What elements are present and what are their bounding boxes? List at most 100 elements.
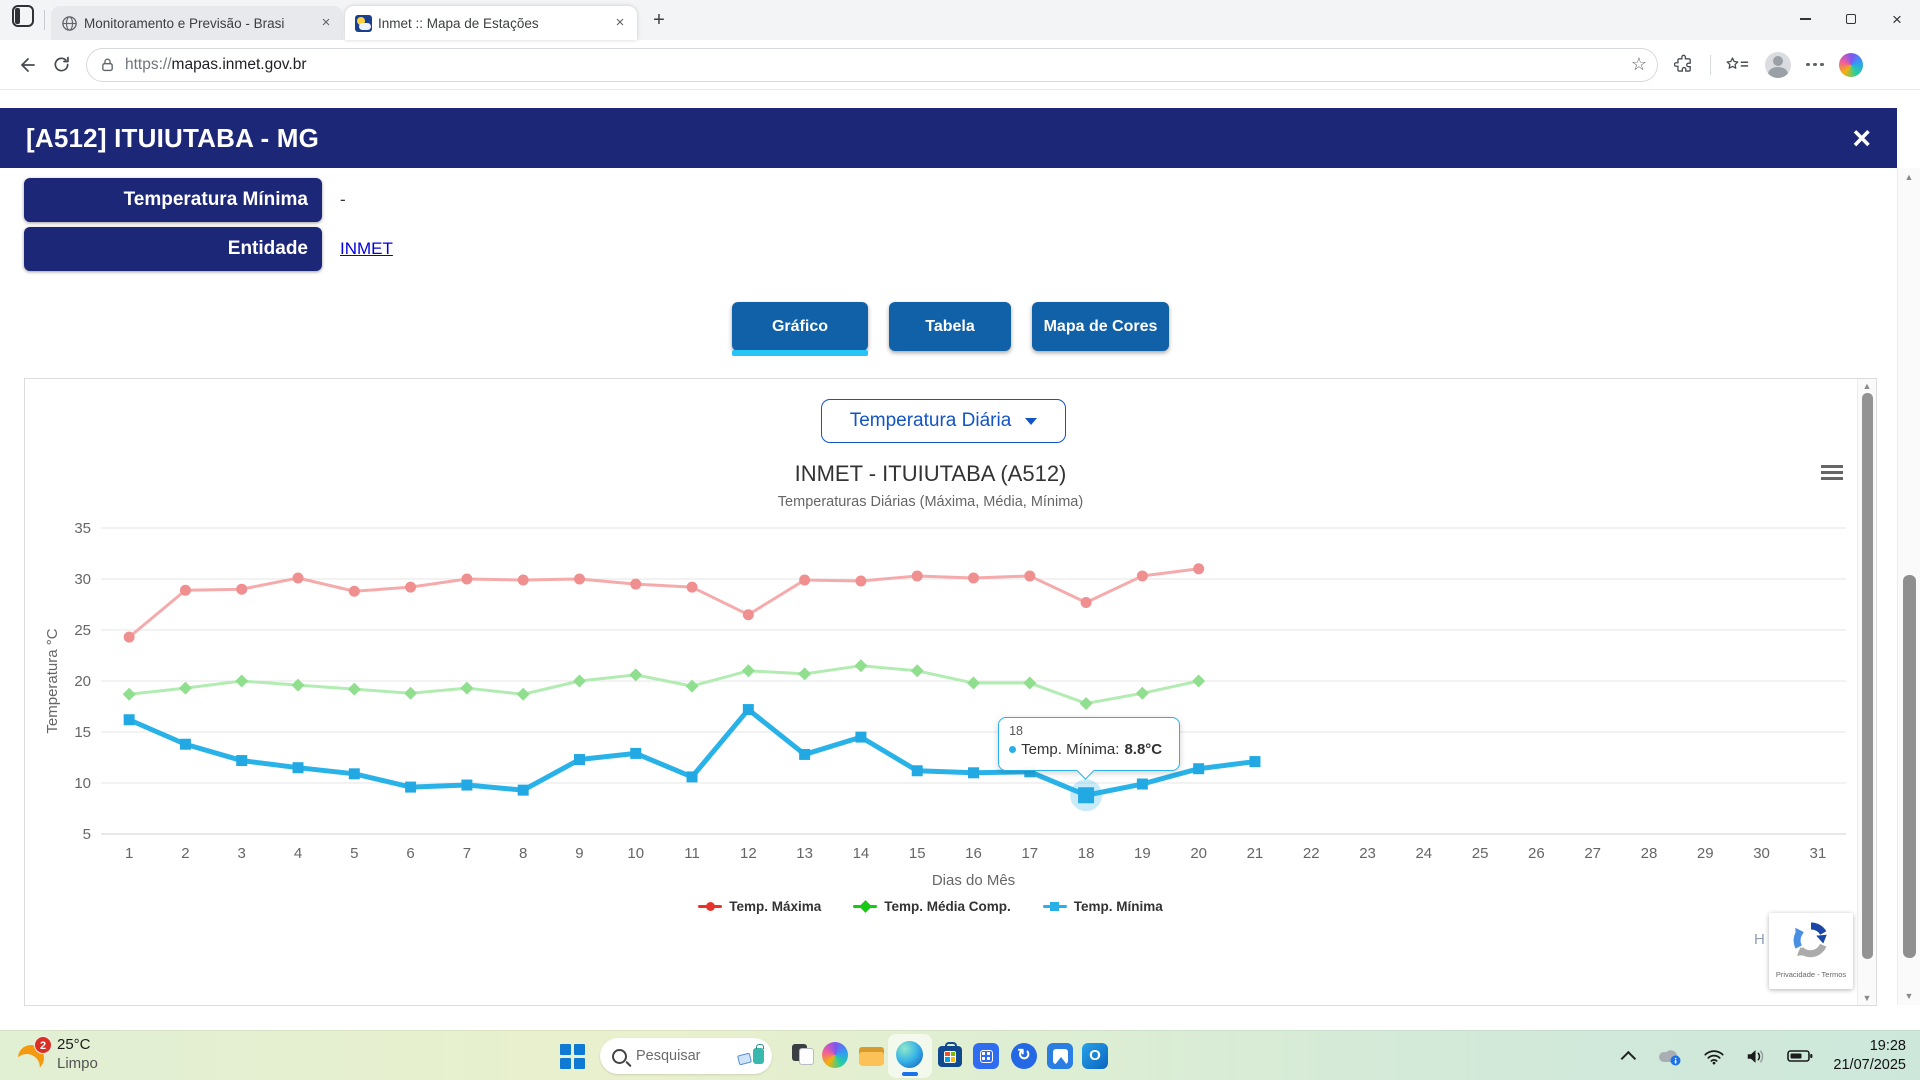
svg-text:17: 17	[1021, 845, 1038, 862]
tab-close-icon[interactable]: ×	[611, 14, 629, 32]
scrollbar-thumb[interactable]	[1862, 393, 1873, 959]
profile-avatar[interactable]	[1765, 52, 1791, 78]
svg-text:3: 3	[238, 845, 246, 862]
browser-toolbar: https://mapas.inmet.gov.br ☆	[0, 40, 1920, 90]
start-button[interactable]	[560, 1044, 585, 1069]
metric-select-value: Temperatura Diária	[850, 410, 1012, 432]
maximize-button[interactable]	[1828, 0, 1874, 38]
tooltip-series-dot-icon	[1009, 746, 1016, 753]
lock-icon	[99, 56, 116, 73]
tab-close-icon[interactable]: ×	[317, 14, 335, 32]
weather-widget[interactable]: 2 25°C Limpo	[18, 1036, 98, 1074]
edge-icon	[896, 1041, 923, 1068]
browser-tab-monitoramento[interactable]: Monitoramento e Previsão - Brasi ×	[51, 6, 343, 40]
copilot-icon[interactable]	[1839, 53, 1863, 77]
temperature-line-chart[interactable]: 5101520253035123456789101112131415161718…	[25, 519, 1878, 919]
file-explorer-button[interactable]	[858, 1042, 886, 1070]
svg-text:27: 27	[1584, 845, 1601, 862]
tab-mapa-de-cores[interactable]: Mapa de Cores	[1032, 302, 1169, 351]
favorites-bar-icon[interactable]	[1726, 56, 1750, 74]
taskbar-clock[interactable]: 19:28 21/07/2025	[1833, 1037, 1906, 1075]
tray-chevron-up-icon[interactable]	[1625, 1051, 1636, 1062]
svg-text:1: 1	[125, 845, 133, 862]
scroll-down-icon[interactable]: ▼	[1858, 993, 1876, 1003]
favorite-star-icon[interactable]: ☆	[1631, 54, 1647, 75]
browser-tab-inmet[interactable]: Inmet :: Mapa de Estações ×	[345, 6, 637, 40]
app-grid-button[interactable]	[972, 1042, 1000, 1070]
screen: Monitoramento e Previsão - Brasi × Inmet…	[0, 0, 1920, 1080]
chart-credit-fragment: H	[1754, 931, 1765, 948]
svg-text:6: 6	[406, 845, 414, 862]
back-arrow-icon	[17, 55, 37, 75]
microsoft-store-button[interactable]	[936, 1042, 964, 1070]
copilot-taskbar-button[interactable]	[822, 1042, 850, 1070]
tab-grafico[interactable]: Gráfico	[732, 302, 868, 351]
entidade-link[interactable]: INMET	[340, 227, 393, 271]
refresh-icon	[52, 55, 71, 74]
legend-item-temp-media[interactable]: Temp. Média Comp.	[853, 899, 1011, 914]
photos-app-button[interactable]	[1046, 1042, 1074, 1070]
extensions-icon[interactable]	[1674, 54, 1695, 75]
clock-date: 21/07/2025	[1833, 1056, 1906, 1075]
metric-select-dropdown[interactable]: Temperatura Diária	[821, 399, 1066, 443]
svg-text:20: 20	[74, 673, 91, 690]
svg-text:25: 25	[1472, 845, 1489, 862]
svg-text:19: 19	[1134, 845, 1151, 862]
legend-item-temp-minima[interactable]: Temp. Mínima	[1043, 899, 1163, 914]
page-scrollbar[interactable]: ▲ ▼	[1897, 168, 1920, 1005]
taskbar-search[interactable]: Pesquisar	[600, 1038, 772, 1074]
copilot-icon	[822, 1042, 848, 1068]
back-button[interactable]	[12, 50, 42, 80]
new-tab-button[interactable]: +	[645, 7, 673, 35]
legend-label: Temp. Mínima	[1074, 899, 1163, 914]
svg-text:30: 30	[74, 571, 91, 588]
globe-favicon-icon	[61, 15, 78, 32]
divider	[1710, 55, 1711, 75]
svg-text:16: 16	[965, 845, 982, 862]
refresh-button[interactable]	[46, 50, 76, 80]
recaptcha-logo-icon	[1790, 919, 1832, 961]
tab-tabela[interactable]: Tabela	[889, 302, 1011, 351]
page: [A512] ITUIUTABA - MG × Temperatura Míni…	[0, 90, 1920, 1030]
modal-header: [A512] ITUIUTABA - MG ×	[0, 108, 1897, 168]
tooltip-series-label: Temp. Mínima:	[1021, 741, 1119, 758]
legend-marker-circle-icon	[698, 901, 722, 913]
battery-icon[interactable]	[1787, 1049, 1813, 1063]
scrollbar-thumb[interactable]	[1903, 575, 1916, 958]
browser-tab-strip: Monitoramento e Previsão - Brasi × Inmet…	[0, 0, 1920, 40]
chevron-down-icon	[1025, 418, 1037, 425]
wifi-icon[interactable]	[1703, 1048, 1725, 1065]
svg-text:12: 12	[740, 845, 757, 862]
edge-browser-button-active[interactable]	[888, 1034, 932, 1078]
address-bar[interactable]: https://mapas.inmet.gov.br ☆	[86, 48, 1658, 82]
svg-text:7: 7	[463, 845, 471, 862]
legend-marker-square-icon	[1043, 901, 1067, 913]
tab-actions-icon[interactable]	[12, 5, 34, 27]
outlook-button[interactable]: O	[1081, 1042, 1109, 1070]
sync-app-button[interactable]: ↻	[1010, 1042, 1038, 1070]
svg-text:5: 5	[83, 826, 91, 843]
search-input[interactable]: Pesquisar	[636, 1048, 738, 1064]
chart-scrollbar[interactable]: ▲ ▼	[1857, 379, 1876, 1005]
scroll-up-icon[interactable]: ▲	[1858, 381, 1876, 391]
svg-text:18: 18	[1078, 845, 1095, 862]
window-close-button[interactable]: ×	[1874, 0, 1920, 38]
recaptcha-caption: Privacidade - Termos	[1769, 970, 1853, 979]
recaptcha-badge[interactable]: Privacidade - Termos	[1769, 913, 1853, 989]
legend-item-temp-maxima[interactable]: Temp. Máxima	[698, 899, 821, 914]
svg-text:10: 10	[627, 845, 644, 862]
task-view-button[interactable]	[790, 1042, 818, 1070]
svg-text:Dias do Mês: Dias do Mês	[932, 872, 1015, 889]
minimize-button[interactable]	[1782, 0, 1828, 38]
svg-text:2: 2	[181, 845, 189, 862]
modal-close-icon[interactable]: ×	[1852, 122, 1871, 154]
svg-text:31: 31	[1810, 845, 1827, 862]
volume-icon[interactable]	[1745, 1048, 1767, 1065]
svg-text:5: 5	[350, 845, 358, 862]
svg-text:35: 35	[74, 520, 91, 537]
svg-text:20: 20	[1190, 845, 1207, 862]
menu-ellipsis-icon[interactable]	[1806, 63, 1824, 67]
scroll-up-icon[interactable]: ▲	[1898, 172, 1920, 182]
scroll-down-icon[interactable]: ▼	[1898, 991, 1920, 1001]
onedrive-icon[interactable]	[1656, 1047, 1683, 1066]
